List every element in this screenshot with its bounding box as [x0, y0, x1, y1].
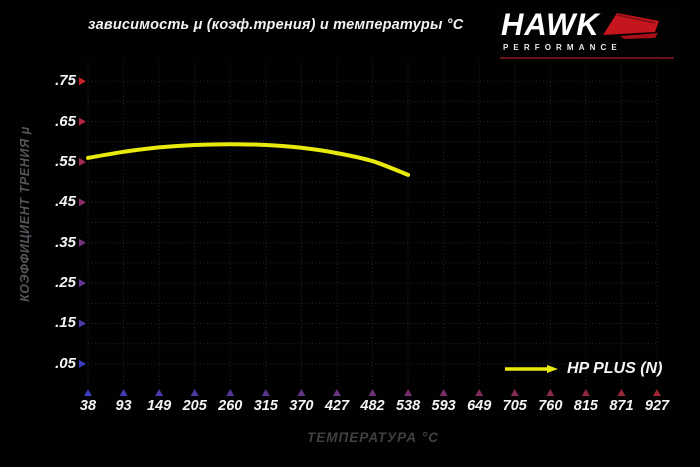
- x-tick-label: 649: [467, 398, 492, 414]
- x-tick-label: 260: [218, 398, 243, 414]
- y-tick-arrow-icon: [79, 279, 86, 288]
- y-tick-label: .55: [55, 152, 76, 170]
- x-tick-arrow-icon: [439, 389, 448, 396]
- x-tick-label: 93: [115, 398, 132, 414]
- series-curve: [86, 142, 411, 177]
- x-tick-label: 427: [324, 398, 350, 414]
- y-tick-label: .65: [55, 112, 76, 130]
- x-tick-arrow-icon: [404, 389, 413, 396]
- y-tick-arrow-icon: [79, 238, 86, 247]
- hawk-logo-row: HAWK: [497, 9, 675, 42]
- x-tick-arrow-icon: [368, 389, 377, 396]
- y-tick-label: .15: [55, 314, 76, 332]
- logo-underline: [500, 57, 674, 59]
- x-tick-arrow-icon: [653, 389, 661, 396]
- x-tick-label: 538: [395, 398, 421, 414]
- x-tick-arrow-icon: [581, 389, 590, 396]
- y-tick-label: .25: [55, 274, 76, 292]
- x-tick-label: 38: [79, 398, 97, 414]
- y-tick-arrow-icon: [79, 359, 86, 368]
- x-tick-arrow-icon: [155, 389, 164, 396]
- x-tick-arrow-icon: [297, 389, 306, 396]
- x-tick-arrow-icon: [617, 389, 626, 396]
- x-tick-label: 593: [431, 398, 456, 414]
- x-tick-label: 482: [360, 398, 385, 414]
- legend-line-icon: [504, 363, 560, 375]
- hawk-brand-text: HAWK: [501, 6, 600, 43]
- y-tick-arrow-icon: [79, 117, 86, 126]
- x-tick-label: 205: [182, 398, 207, 414]
- x-tick-label: 149: [147, 398, 172, 414]
- legend-label: HP PLUS (N): [567, 360, 663, 377]
- x-tick-arrow-icon: [510, 389, 519, 396]
- x-tick-label: 315: [253, 398, 278, 414]
- hawk-performance-text: PERFORMANCE: [503, 43, 622, 52]
- x-tick-arrow-icon: [190, 389, 199, 396]
- y-tick-label: .45: [55, 193, 76, 211]
- y-tick-label: .05: [55, 354, 76, 372]
- x-tick-arrow-icon: [119, 389, 128, 396]
- x-tick-arrow-icon: [475, 389, 484, 396]
- legend: HP PLUS (N): [504, 360, 662, 378]
- x-tick-label: 760: [538, 398, 563, 414]
- hawk-logo: HAWK PERFORMANCE: [497, 9, 675, 56]
- x-tick-arrow-icon: [261, 389, 270, 396]
- x-axis-title: ТЕМПЕРАТУРА °C: [307, 430, 439, 445]
- y-tick-arrow-icon: [79, 77, 86, 86]
- y-tick-label: .75: [55, 72, 76, 90]
- x-tick-arrow-icon: [226, 389, 235, 396]
- x-tick-arrow-icon: [546, 389, 555, 396]
- y-tick-arrow-icon: [79, 319, 86, 328]
- x-tick-label: 927: [644, 398, 670, 414]
- hawk-wing-icon: [602, 12, 660, 45]
- y-tick-arrow-icon: [79, 157, 86, 166]
- x-tick-label: 871: [609, 398, 634, 414]
- y-tick-arrow-icon: [79, 198, 86, 207]
- x-tick-arrow-icon: [84, 389, 92, 396]
- x-tick-label: 705: [502, 398, 527, 414]
- chart-title: зависимость μ (коэф.трения) и температур…: [88, 17, 464, 33]
- x-tick-label: 370: [289, 398, 314, 414]
- x-tick-label: 815: [573, 398, 598, 414]
- y-tick-label: .35: [55, 233, 76, 251]
- x-tick-arrow-icon: [332, 389, 341, 396]
